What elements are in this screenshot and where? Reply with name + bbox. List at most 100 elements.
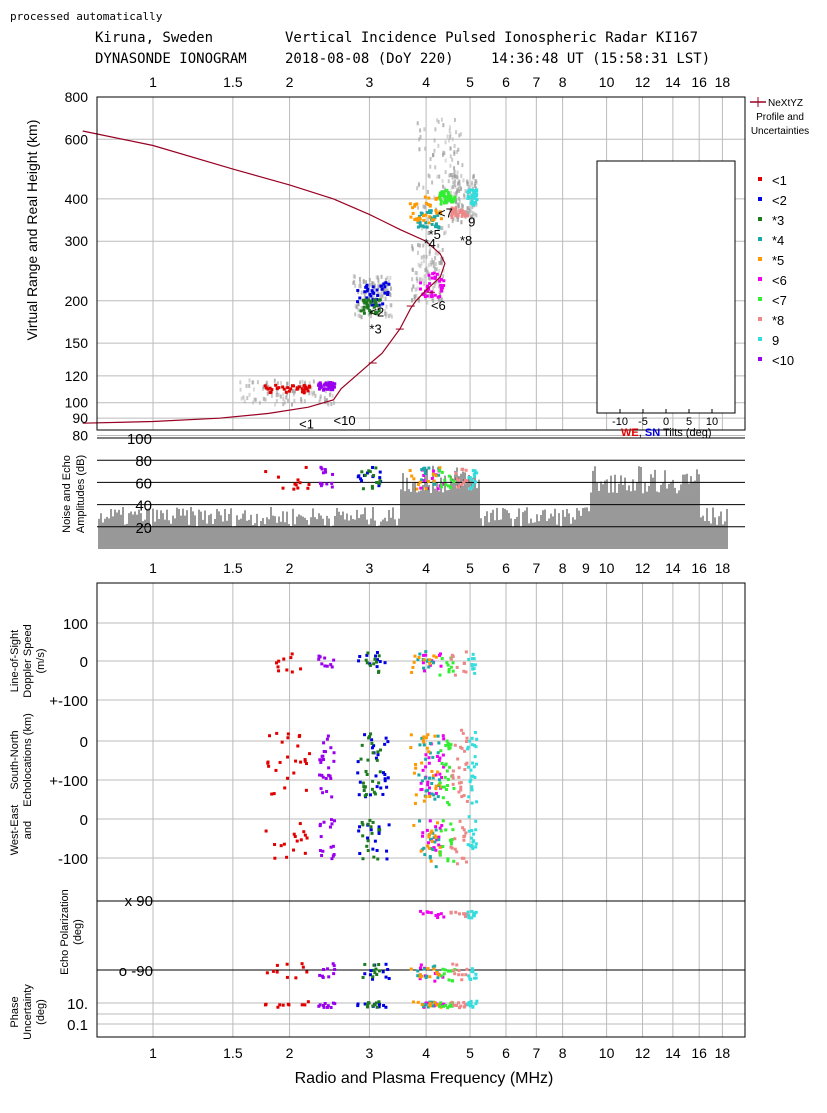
location-tick-label: 0 xyxy=(80,812,88,829)
lower-panel-point xyxy=(377,669,381,673)
lower-panel-point xyxy=(442,1002,446,1006)
lower-panel-point xyxy=(365,653,369,657)
lower-panel-point xyxy=(325,737,329,741)
lower-panel-point xyxy=(442,915,446,919)
lower-panel-point xyxy=(281,1003,285,1007)
echo-speckle xyxy=(427,263,430,268)
lower-panel-point xyxy=(326,734,330,738)
lower-panel-point xyxy=(385,849,389,853)
echo-speckle xyxy=(448,138,451,143)
bottom-freq-tick-label: 5 xyxy=(466,1045,474,1061)
layer-label: <2 xyxy=(369,304,384,319)
echo-speckle xyxy=(282,396,285,401)
height-trace-point xyxy=(365,296,369,300)
echo-speckle xyxy=(362,279,365,284)
lower-panel-point xyxy=(463,912,467,916)
lower-panel-point xyxy=(471,652,475,656)
lower-panel-point xyxy=(375,758,379,762)
echo-speckle xyxy=(456,149,459,154)
echo-speckle xyxy=(424,205,427,210)
polarization-axis-label: (deg) xyxy=(72,919,84,945)
amplitude-echo-point xyxy=(446,484,450,488)
echo-speckle xyxy=(372,293,375,298)
lower-panel-point xyxy=(474,972,478,976)
lower-panel-point xyxy=(417,656,421,660)
echo-speckle xyxy=(424,146,427,151)
echo-speckle xyxy=(448,128,451,133)
echo-speckle xyxy=(453,144,456,149)
lower-panel-point xyxy=(470,743,474,747)
lower-panel-point xyxy=(319,787,323,791)
lower-panel-point xyxy=(426,733,430,737)
echo-speckle xyxy=(291,388,294,393)
echo-speckle xyxy=(427,173,430,178)
lower-panel-point xyxy=(460,856,464,860)
lower-panel-point xyxy=(320,773,324,777)
amplitude-echo-point xyxy=(472,472,476,476)
height-trace-point xyxy=(442,195,446,199)
echo-speckle xyxy=(357,313,360,318)
lower-panel-point xyxy=(428,794,432,798)
height-trace-point xyxy=(358,296,362,300)
echo-speckle xyxy=(426,300,429,305)
lower-panel-point xyxy=(299,838,303,842)
lower-panel-point xyxy=(462,828,466,832)
height-trace-point xyxy=(472,189,476,193)
height-trace-point xyxy=(438,279,442,283)
lower-panel-point xyxy=(271,969,275,973)
echo-speckle xyxy=(470,209,473,214)
lower-panel-point xyxy=(373,1003,377,1007)
lower-panel-point xyxy=(434,865,438,869)
echo-speckle xyxy=(473,183,476,188)
echo-speckle xyxy=(325,398,328,403)
height-trace-point xyxy=(377,303,381,307)
echo-speckle xyxy=(266,391,269,396)
lower-panel-point xyxy=(363,785,367,789)
lower-panel-point xyxy=(416,969,420,973)
lower-panel-point xyxy=(377,1002,381,1006)
lower-panel-point xyxy=(295,839,299,843)
mid-freq-tick-label: 8 xyxy=(559,560,567,576)
lower-panel-point xyxy=(378,770,382,774)
lower-panel-point xyxy=(320,758,324,762)
lower-panel-point xyxy=(365,661,369,665)
lower-panel-point xyxy=(375,1005,379,1009)
lower-panel-point xyxy=(371,977,375,981)
height-trace-point xyxy=(434,209,438,213)
lower-panel-point xyxy=(330,795,334,799)
lower-panel-point xyxy=(381,792,385,796)
lower-panel-point xyxy=(441,796,445,800)
height-trace-point xyxy=(367,298,371,302)
amplitude-echo-point xyxy=(359,477,363,481)
lower-panel-point xyxy=(445,661,449,665)
lower-panel-point xyxy=(460,973,464,977)
lower-panel-point xyxy=(363,1002,367,1006)
echo-speckle xyxy=(356,304,359,309)
lower-panel-point xyxy=(453,972,457,976)
echo-speckle xyxy=(468,205,471,210)
echo-speckle xyxy=(300,399,303,404)
height-trace-point xyxy=(370,289,374,293)
lower-panel-point xyxy=(444,828,448,832)
bottom-freq-tick-label: 1 xyxy=(149,1045,157,1061)
lower-panel-point xyxy=(438,756,442,760)
echo-speckle xyxy=(455,130,458,135)
lower-panel-point xyxy=(303,851,307,855)
tilt-label-part: WE xyxy=(621,427,639,439)
lower-panel-point xyxy=(366,836,370,840)
lower-panel-point xyxy=(437,778,441,782)
lower-panel-point xyxy=(364,658,368,662)
height-trace-point xyxy=(330,383,334,387)
lower-panel-point xyxy=(374,1001,378,1005)
lower-panel-point xyxy=(425,974,429,978)
bottom-freq-tick-label: 12 xyxy=(635,1045,651,1061)
lower-panel-point xyxy=(427,791,431,795)
echo-speckle xyxy=(452,184,455,189)
echo-speckle xyxy=(417,205,420,210)
lower-panel-point xyxy=(475,800,479,804)
echo-speckle xyxy=(451,137,454,142)
lower-panel-point xyxy=(428,856,432,860)
echo-speckle xyxy=(377,281,380,286)
height-trace-point xyxy=(281,385,285,389)
lower-panel-point xyxy=(447,803,451,807)
